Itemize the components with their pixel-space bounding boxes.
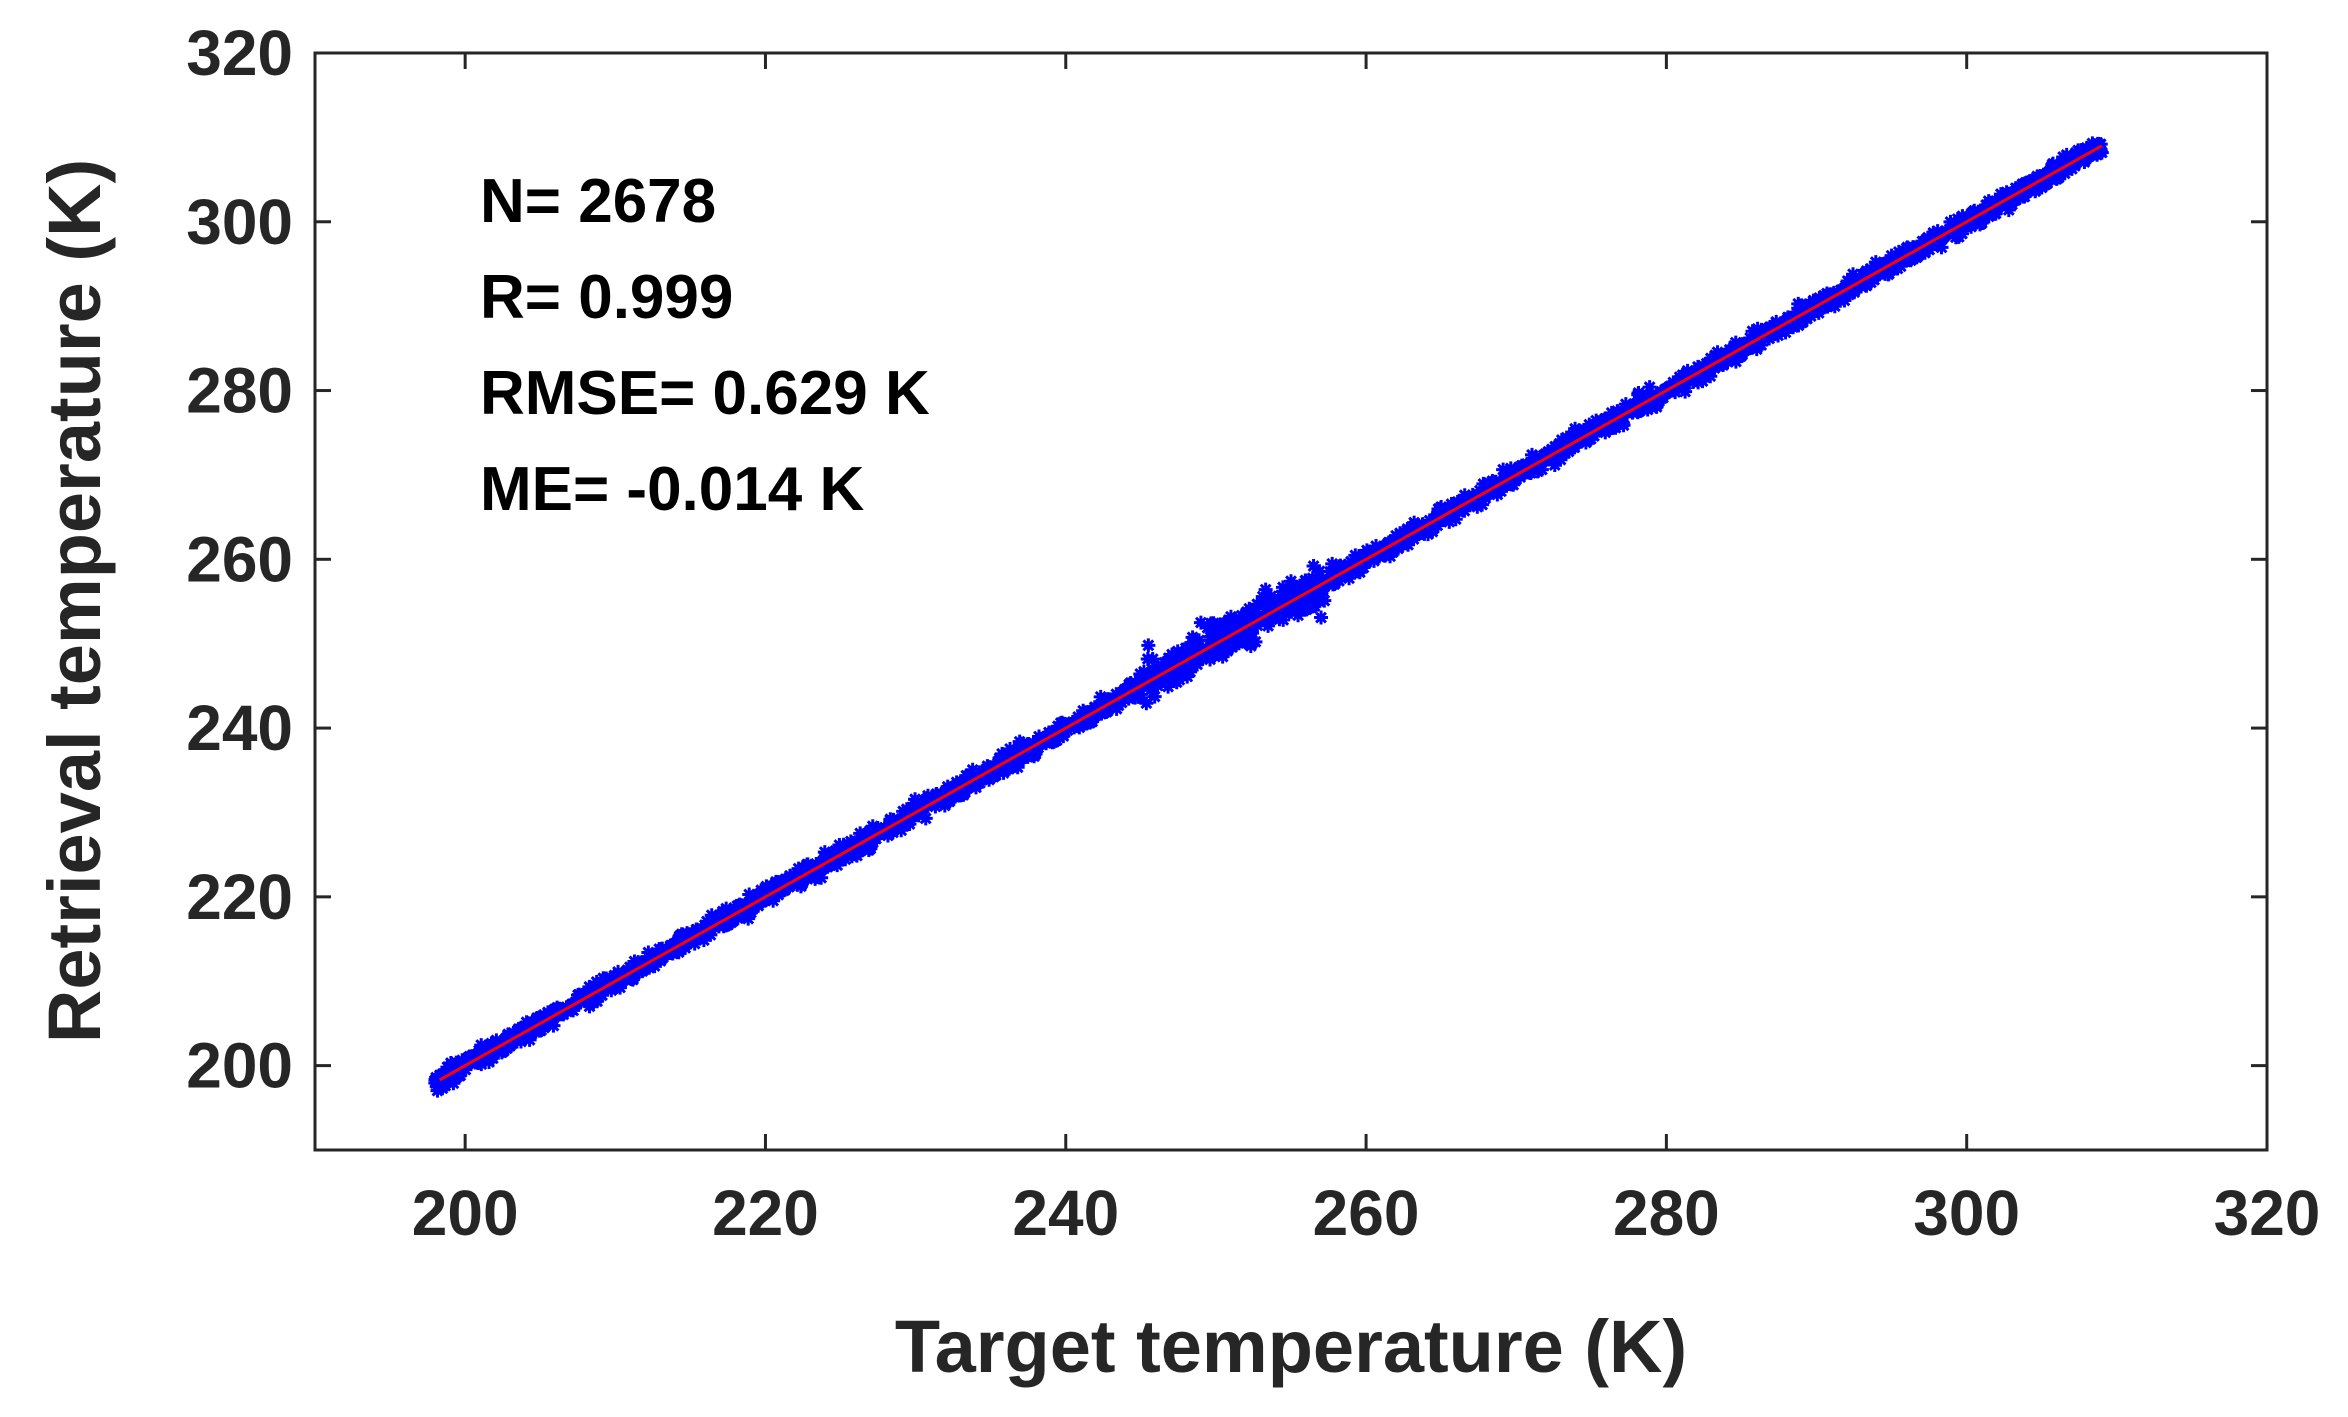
- x-tick-label-5: 300: [1913, 1177, 2020, 1249]
- y-tick-label-6: 320: [186, 17, 293, 89]
- y-tick-label-0: 200: [186, 1030, 293, 1102]
- y-axis-title: Retrieval temperature (K): [33, 159, 116, 1043]
- stat-n: N= 2678: [480, 167, 716, 236]
- data-point-34: [1314, 610, 1329, 625]
- axis-ticks: 200 220 240 260 280 300 320 200 220 240 260 280 300 3…: [186, 17, 2320, 1249]
- x-tick-label-4: 280: [1613, 1177, 1720, 1249]
- x-tick-label-1: 220: [712, 1177, 819, 1249]
- fit-line-layer: [438, 144, 2103, 1082]
- y-tick-label-2: 240: [186, 692, 293, 764]
- plot-frame: [313, 51, 2269, 1152]
- stats-box: N= 2678 R= 0.999 RMSE= 0.629 K ME= -0.01…: [480, 167, 930, 524]
- x-tick-label-6: 320: [2214, 1177, 2321, 1249]
- stat-r: R= 0.999: [480, 263, 733, 332]
- y-tick-label-3: 260: [186, 523, 293, 595]
- data-point-27: [1193, 615, 1208, 630]
- stat-me: ME= -0.014 K: [480, 455, 864, 524]
- x-tick-label-3: 260: [1313, 1177, 1420, 1249]
- fit-line: [438, 144, 2103, 1082]
- stat-rmse: RMSE= 0.629 K: [480, 359, 930, 428]
- y-tick-label-1: 220: [186, 861, 293, 933]
- x-tick-label-0: 200: [412, 1177, 519, 1249]
- data-point-24: [1141, 638, 1156, 653]
- x-axis-title: Target temperature (K): [895, 1305, 1687, 1388]
- x-tick-label-2: 240: [1012, 1177, 1119, 1249]
- y-tick-label-4: 280: [186, 355, 293, 427]
- y-tick-label-5: 300: [186, 186, 293, 258]
